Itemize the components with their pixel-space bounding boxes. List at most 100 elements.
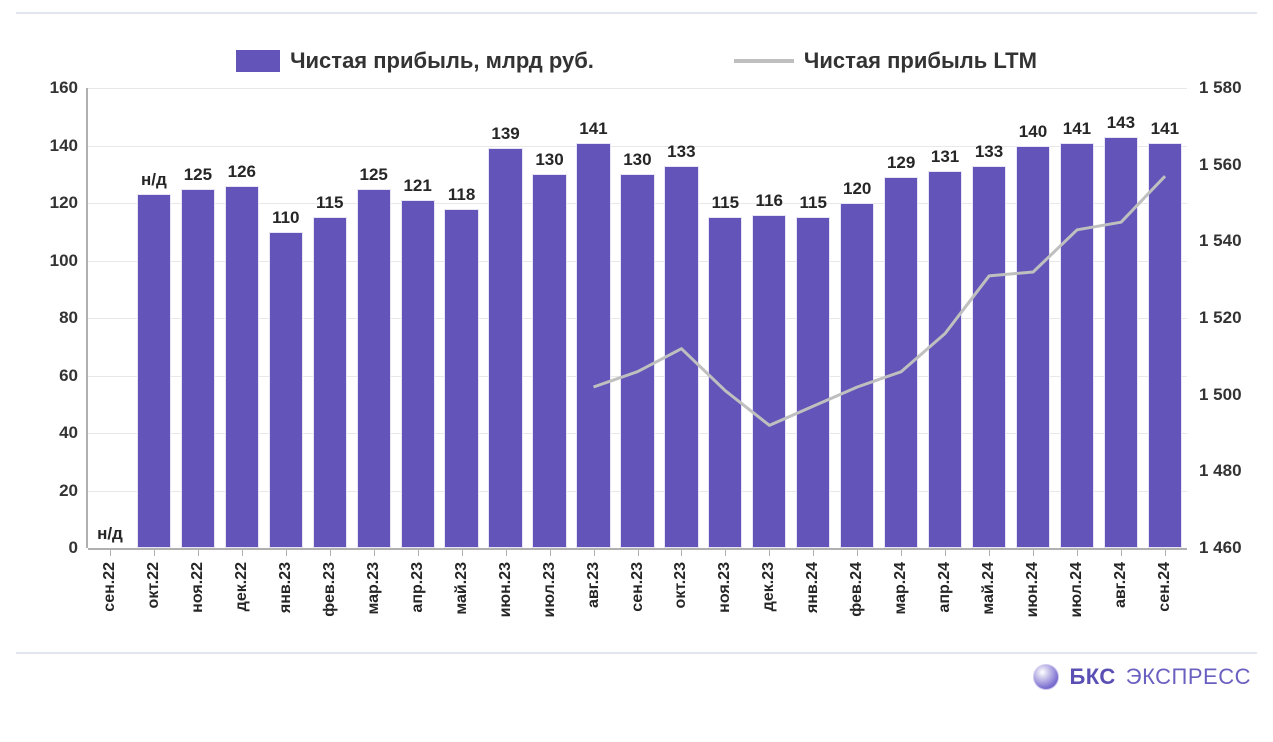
bar	[488, 148, 522, 548]
y-right-tick: 1 500	[1187, 385, 1242, 405]
y-left-tick: 100	[50, 251, 88, 271]
bar	[532, 174, 566, 548]
bar-value-label: 116	[756, 191, 783, 211]
bar-value-label: 125	[360, 165, 388, 185]
brand-express: ЭКСПРЕСС	[1126, 664, 1251, 690]
bar-slot: 125	[352, 88, 396, 548]
bar-slot: 120	[835, 88, 879, 548]
bar-value-label: 141	[579, 119, 607, 139]
bar	[664, 166, 698, 548]
x-tick	[813, 550, 814, 556]
bar	[401, 200, 435, 548]
bar-slot: 126	[220, 88, 264, 548]
x-tick	[550, 550, 551, 556]
bar-slot: 141	[571, 88, 615, 548]
y-right-tick: 1 580	[1187, 78, 1242, 98]
bar-slot: н/д	[88, 88, 132, 548]
x-tick	[242, 550, 243, 556]
bar-value-label: 125	[184, 165, 212, 185]
bar	[576, 143, 610, 548]
footer-brand: БКС ЭКСПРЕСС	[16, 654, 1257, 690]
x-label: авг.24	[1112, 562, 1130, 608]
x-tick	[418, 550, 419, 556]
x-label: янв.24	[804, 562, 822, 613]
x-tick	[681, 550, 682, 556]
x-tick	[110, 550, 111, 556]
bar	[444, 209, 478, 548]
bar-slot: 140	[1011, 88, 1055, 548]
x-label: окт.22	[145, 562, 163, 608]
y-right-tick: 1 480	[1187, 461, 1242, 481]
x-tick	[769, 550, 770, 556]
x-label: сен.22	[101, 562, 119, 612]
bar-value-label: 115	[800, 193, 827, 213]
bar-value-label: 130	[623, 150, 651, 170]
x-label: июл.23	[541, 562, 559, 618]
x-tick	[330, 550, 331, 556]
chart-area: н/дн/д1251261101151251211181391301411301…	[16, 88, 1257, 648]
x-tick	[506, 550, 507, 556]
bar	[357, 189, 391, 548]
bar	[928, 171, 962, 548]
legend-label-bar: Чистая прибыль, млрд руб.	[290, 48, 594, 74]
bar	[884, 177, 918, 548]
bar-value-label: 133	[975, 142, 1003, 162]
bar	[225, 186, 259, 548]
bar-value-label: н/д	[97, 524, 123, 544]
bar	[796, 217, 830, 548]
legend: Чистая прибыль, млрд руб. Чистая прибыль…	[16, 20, 1257, 88]
y-left-tick: 20	[59, 481, 88, 501]
chart-frame: Чистая прибыль, млрд руб. Чистая прибыль…	[16, 12, 1257, 654]
x-label: янв.23	[277, 562, 295, 613]
x-label: июн.24	[1024, 562, 1042, 617]
bar-slot: 139	[484, 88, 528, 548]
bar-value-label: 141	[1063, 119, 1091, 139]
bar-value-label: 120	[843, 179, 871, 199]
x-label: авг.23	[585, 562, 603, 608]
legend-swatch-line	[734, 59, 794, 63]
bar-slot: 116	[747, 88, 791, 548]
bar-slot: 141	[1055, 88, 1099, 548]
x-tick	[462, 550, 463, 556]
bar	[313, 217, 347, 548]
x-label: сен.24	[1156, 562, 1174, 612]
bar-slot: 131	[923, 88, 967, 548]
bar-slot: 133	[659, 88, 703, 548]
bar-value-label: 131	[931, 147, 959, 167]
x-tick	[638, 550, 639, 556]
x-tick	[989, 550, 990, 556]
bars-layer: н/дн/д1251261101151251211181391301411301…	[88, 88, 1187, 548]
legend-swatch-bar	[236, 50, 280, 72]
bar	[1104, 137, 1138, 548]
x-label: апр.24	[936, 562, 954, 613]
bar-value-label: 129	[887, 153, 915, 173]
bar	[708, 217, 742, 548]
y-left-tick: 60	[59, 366, 88, 386]
y-right-tick: 1 520	[1187, 308, 1242, 328]
x-label: фев.23	[321, 562, 339, 617]
bar-value-label: 143	[1107, 113, 1135, 133]
bar-slot: 133	[967, 88, 1011, 548]
x-label: сен.23	[629, 562, 647, 612]
bar	[620, 174, 654, 548]
x-tick	[1077, 550, 1078, 556]
x-tick	[1033, 550, 1034, 556]
globe-icon	[1033, 664, 1059, 690]
x-tick	[857, 550, 858, 556]
legend-item-line: Чистая прибыль LTM	[734, 48, 1037, 74]
x-label: апр.23	[409, 562, 427, 613]
bar-slot: 110	[264, 88, 308, 548]
bar	[752, 215, 786, 549]
legend-item-bar: Чистая прибыль, млрд руб.	[236, 48, 594, 74]
bar-slot: 130	[615, 88, 659, 548]
bar	[269, 232, 303, 548]
y-left-tick: 160	[50, 78, 88, 98]
bar-value-label: н/д	[141, 170, 167, 190]
x-label: май.24	[980, 562, 998, 615]
bar	[1148, 143, 1182, 548]
x-tick	[286, 550, 287, 556]
y-right-tick: 1 540	[1187, 231, 1242, 251]
bar	[840, 203, 874, 548]
bar-slot: 143	[1099, 88, 1143, 548]
bar-value-label: 118	[448, 185, 475, 205]
